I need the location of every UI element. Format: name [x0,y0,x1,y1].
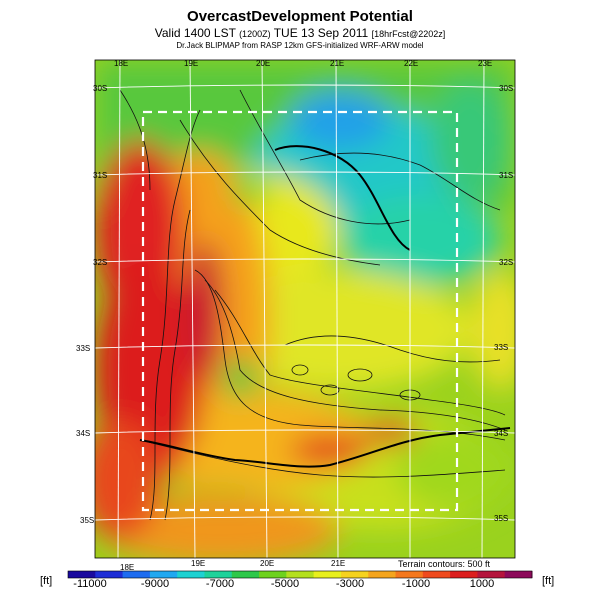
valid-date: TUE 13 Sep 2011 [273,26,369,40]
colorbar-swatch [231,571,260,578]
left-lat-label: 30S [93,84,107,93]
colorbar-tick-labels: -11000 -9000 -7000 -5000 -3000 -1000 100… [0,578,600,594]
colorbar [67,570,533,579]
right-lat-labels: 30S 31S 32S 33S 34S 35S [494,84,513,523]
valid-time-line: Valid 1400 LST (1200Z) TUE 13 Sep 2011 [… [0,26,600,40]
top-lon-label: 18E [114,59,128,68]
colorbar-swatch [149,571,178,578]
colorbar-swatch [395,571,424,578]
top-lon-label: 22E [404,59,418,68]
plot-frame [94,59,516,559]
colorbar-swatch [122,571,151,578]
colorbar-swatch [450,571,478,578]
right-lat-label: 33S [494,343,508,352]
colorbar-tick-label: -1000 [401,578,431,590]
colorbar-swatch [340,571,369,578]
colorbar-tick-label: 1000 [469,578,495,590]
right-lat-label: 30S [499,84,513,93]
coastline [139,145,511,468]
top-lon-label: 23E [478,59,492,68]
valid-utc-time: (1200Z) [239,29,271,39]
source-line: Dr.Jack BLIPMAP from RASP 12km GFS-initi… [176,41,424,50]
colorbar-swatch [368,571,397,578]
colorbar-swatch [313,571,342,578]
colorbar-swatch [422,571,451,578]
left-lat-label: 35S [80,516,94,525]
left-lat-label: 33S [76,344,90,353]
bottom-lon-label: 20E [260,559,274,568]
valid-local-time: Valid 1400 LST [154,26,236,40]
colorbar-swatch [504,571,533,578]
colorbar-swatch [259,571,287,578]
colorbar-swatch [177,571,205,578]
colorbar-tick-label: -3000 [335,578,365,590]
colorbar-swatch [95,571,124,578]
colorbar-swatch [68,571,96,578]
terrain-contours-note: Terrain contours: 500 ft [398,559,491,569]
left-lat-label: 34S [76,429,90,438]
colorbar-tick-label: -5000 [270,578,300,590]
map-title: OvercastDevelopment Potential [187,8,413,25]
left-lat-label: 32S [93,258,107,267]
right-lat-label: 31S [499,171,513,180]
inner-domain-box [141,110,459,512]
colorbar-swatch [477,571,506,578]
forecast-offset: [18hrFcst@2202z] [371,29,446,39]
top-lon-label: 20E [256,59,270,68]
lat-lon-grid [95,60,515,558]
colorbar-tick-label: -7000 [205,578,235,590]
bottom-lon-label: 18E [120,563,134,572]
overcast-potential-field [95,60,515,558]
bottom-lon-label: 21E [331,559,345,568]
colorbar-frame [67,570,533,579]
top-lon-labels: 18E 19E 20E 21E 22E 23E [114,59,492,68]
colorbar-tick-label: -11000 [73,578,107,590]
colorbar-unit-right: [ft] [542,575,555,587]
right-lat-label: 32S [499,258,513,267]
bottom-lon-labels: 18E 19E 20E 21E [120,559,345,572]
bottom-lon-label: 19E [191,559,205,568]
top-lon-label: 21E [330,59,344,68]
colorbar-tick-label: -9000 [140,578,170,590]
left-lat-label: 31S [93,171,107,180]
colorbar-swatch [204,571,233,578]
colorbar-unit-left: [ft] [40,575,53,587]
colorbar-swatch [286,571,315,578]
left-lat-labels: 30S 31S 32S 33S 34S 35S [76,84,107,525]
right-lat-label: 35S [494,514,508,523]
top-lon-label: 19E [184,59,198,68]
right-lat-label: 34S [494,429,508,438]
